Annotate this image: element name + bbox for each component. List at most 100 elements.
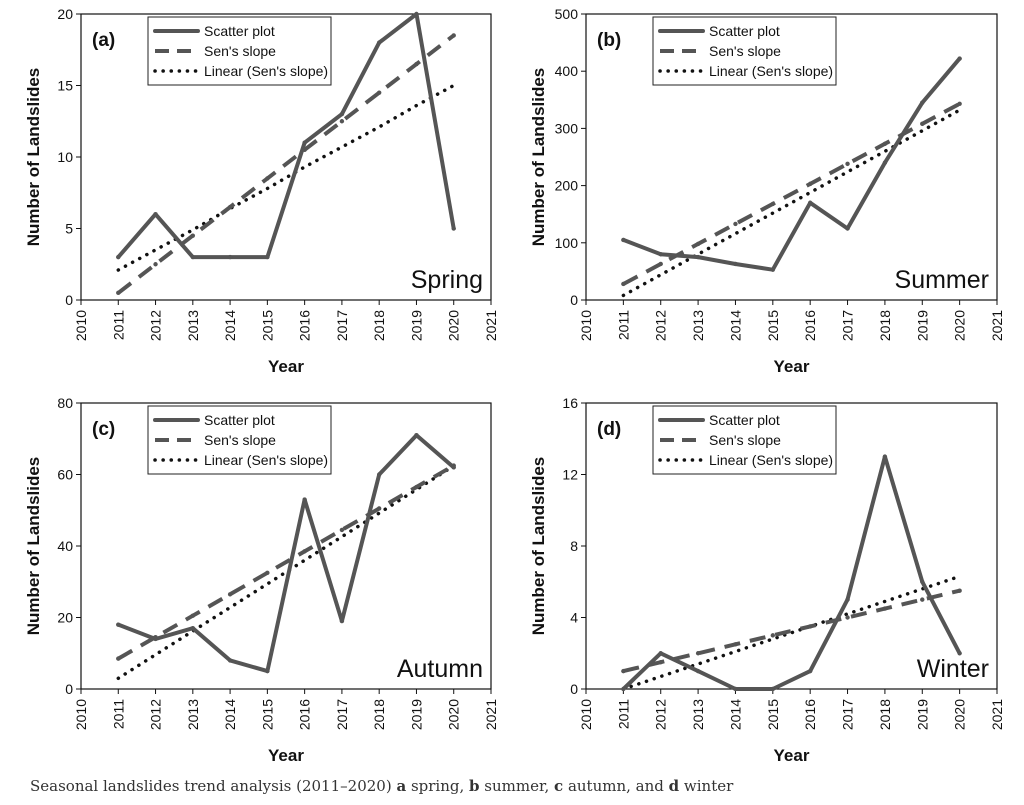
- data-point-solid: [302, 140, 307, 145]
- data-point-dashed: [845, 161, 850, 167]
- data-point-solid: [695, 254, 701, 260]
- data-point-solid: [845, 226, 850, 231]
- series-line-dotted: [116, 464, 456, 681]
- data-point-dashed: [302, 549, 307, 554]
- legend: Scatter plot Sen's slope Linear (Sen's slo…: [652, 16, 837, 86]
- y-tick-label: 200: [555, 178, 579, 194]
- x-axis-title: Year: [774, 746, 810, 765]
- data-point-dashed: [807, 624, 813, 629]
- data-point-solid: [920, 579, 925, 584]
- data-point-solid: [733, 686, 738, 692]
- data-point-solid: [265, 668, 270, 674]
- x-tick-label: 2020: [952, 310, 968, 341]
- data-point-dashed: [227, 204, 233, 210]
- x-tick-label: 2018: [877, 310, 893, 341]
- x-tick-label: 2015: [259, 699, 275, 730]
- x-tick-label: 2014: [727, 699, 743, 730]
- data-point-dashed: [770, 633, 776, 638]
- y-tick-label: 80: [57, 395, 73, 411]
- legend-label: Linear (Sen's slope): [204, 63, 328, 79]
- y-tick-label: 60: [57, 467, 73, 483]
- plot-area-frame: [585, 13, 998, 301]
- season-label: Autumn: [397, 655, 483, 683]
- legend-label: Linear (Sen's slope): [204, 452, 328, 468]
- caption-text-d: winter: [679, 777, 734, 795]
- series-line-dashed: [117, 33, 455, 295]
- x-tick-label: 2013: [185, 699, 201, 730]
- x-tick-label: 2013: [690, 310, 706, 341]
- x-tick-label: 2010: [73, 310, 89, 341]
- legend-label: Linear (Sen's slope): [709, 63, 833, 79]
- data-point-solid: [265, 254, 270, 260]
- x-tick-label: 2016: [297, 310, 313, 341]
- x-tick-label: 2019: [408, 699, 424, 730]
- data-point-solid: [920, 100, 925, 105]
- y-tick-label: 0: [570, 292, 578, 308]
- series-line-dashed: [622, 588, 961, 674]
- data-point-solid: [807, 200, 813, 205]
- x-tick-label: 2020: [952, 699, 968, 730]
- x-tick-label: 2012: [148, 310, 164, 341]
- x-tick-label: 2013: [690, 699, 706, 730]
- x-tick-label: 2011: [110, 310, 126, 340]
- y-tick-label: 400: [555, 63, 579, 79]
- data-point-dashed: [621, 668, 626, 674]
- data-point-dashed: [621, 281, 626, 287]
- series-line-dashed: [117, 463, 455, 661]
- x-tick-label: 2015: [765, 699, 781, 730]
- caption-letter-c: c: [554, 777, 564, 795]
- data-point-dashed: [733, 642, 738, 647]
- data-point-dashed: [414, 484, 419, 490]
- panel-label: (d): [597, 419, 621, 440]
- x-tick-label: 2018: [371, 699, 387, 730]
- data-point-solid: [957, 651, 962, 656]
- data-point-solid: [695, 668, 701, 674]
- x-tick-label: 2017: [840, 310, 856, 341]
- panel-label: (a): [92, 30, 115, 51]
- data-point-solid: [227, 658, 233, 663]
- x-tick-label: 2012: [653, 699, 669, 730]
- data-point-dashed: [920, 597, 925, 602]
- x-tick-label: 2014: [727, 310, 743, 341]
- season-label: Winter: [917, 655, 989, 683]
- data-point-solid: [807, 668, 813, 674]
- season-label: Spring: [411, 266, 483, 294]
- data-point-dashed: [658, 659, 663, 665]
- data-point-dashed: [339, 527, 345, 533]
- series-line-dotted: [621, 108, 962, 298]
- series-line-solid: [116, 12, 456, 260]
- y-tick-label: 500: [555, 6, 579, 22]
- x-tick-label: 2019: [914, 699, 930, 730]
- x-tick-label: 2014: [222, 699, 238, 730]
- panel-label: (c): [92, 419, 115, 440]
- series-line-solid: [621, 454, 962, 691]
- caption-prefix: Seasonal landslides trend analysis (2011…: [30, 777, 397, 795]
- data-point-solid: [414, 11, 419, 17]
- y-tick-label: 100: [555, 235, 579, 251]
- data-point-dashed: [153, 262, 158, 267]
- y-axis-title: Number of Landslides: [24, 457, 43, 636]
- figure-caption: Seasonal landslides trend analysis (2011…: [30, 777, 733, 795]
- data-point-dashed: [957, 101, 962, 107]
- y-tick-label: 4: [570, 610, 578, 626]
- caption-letter-b: b: [469, 777, 480, 795]
- caption-text-a: spring,: [406, 777, 470, 795]
- x-tick-label: 2010: [578, 310, 594, 341]
- legend-label: Linear (Sen's slope): [709, 452, 833, 468]
- data-point-solid: [770, 686, 776, 692]
- x-tick-label: 2016: [297, 699, 313, 730]
- x-tick-label: 2021: [483, 310, 499, 341]
- data-point-solid: [227, 254, 233, 260]
- series-line-solid: [621, 56, 962, 272]
- x-tick-label: 2015: [259, 310, 275, 341]
- series-line-dotted: [621, 574, 962, 691]
- x-tick-label: 2021: [483, 699, 499, 730]
- x-tick-label: 2012: [653, 310, 669, 341]
- caption-text-c: autumn, and: [563, 777, 669, 795]
- x-tick-label: 2018: [371, 310, 387, 341]
- legend: Scatter plot Sen's slope Linear (Sen's slo…: [147, 16, 332, 86]
- series-line-dotted: [116, 83, 456, 272]
- data-point-solid: [451, 226, 456, 231]
- caption-text-b: summer,: [479, 777, 555, 795]
- data-point-dashed: [265, 176, 270, 181]
